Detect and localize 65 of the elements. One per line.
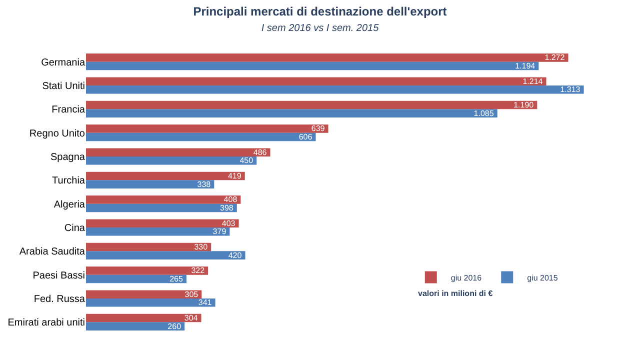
- data-label: 1.272: [544, 53, 566, 62]
- data-label: 1.190: [514, 100, 534, 110]
- bar: [86, 228, 230, 236]
- bar: [86, 124, 328, 133]
- annotation: valori in milioni di €: [418, 289, 494, 298]
- data-label: 450: [240, 156, 254, 166]
- data-label: 1.313: [560, 85, 581, 94]
- y-tick-label: Cina: [64, 223, 86, 234]
- y-tick-label: Paesi Bassi: [32, 270, 85, 282]
- bar: [86, 148, 270, 156]
- data-label: 379: [212, 227, 227, 236]
- bar: [86, 132, 316, 142]
- data-label: 1.214: [522, 76, 544, 86]
- bar: [86, 156, 257, 165]
- data-label: 1.085: [474, 108, 494, 118]
- bar: [86, 62, 539, 70]
- chart-title: Principali mercati di destinazione dell'export: [193, 4, 447, 18]
- legend-label: giu 2015: [527, 273, 558, 282]
- data-label: 338: [197, 180, 212, 189]
- bar: [86, 298, 216, 307]
- bar: [86, 109, 498, 118]
- bar: [86, 204, 237, 212]
- legend-label: giu 2016: [450, 273, 482, 282]
- bar: [86, 100, 538, 110]
- bar: [86, 322, 185, 330]
- data-label: 1.194: [515, 61, 536, 70]
- data-label: 305: [184, 290, 199, 299]
- data-label: 322: [191, 266, 206, 276]
- data-label: 341: [198, 298, 212, 308]
- bar: [86, 266, 208, 275]
- y-tick-label: Fed. Russa: [34, 294, 86, 305]
- data-label: 420: [228, 250, 242, 260]
- bar: [86, 196, 241, 204]
- bar: [86, 172, 245, 180]
- bar: [86, 251, 246, 260]
- bar: [86, 77, 546, 86]
- data-label: 486: [253, 148, 268, 157]
- y-tick-label: Arabia Saudita: [19, 246, 86, 258]
- data-label: 265: [170, 274, 184, 284]
- y-tick-label: Turchia: [52, 176, 86, 187]
- bar: [86, 290, 202, 298]
- data-label: 304: [184, 314, 198, 323]
- y-tick-label: Stati Uniti: [42, 81, 85, 92]
- bar: [86, 86, 584, 94]
- data-label: 639: [311, 124, 326, 134]
- data-label: 408: [224, 195, 238, 204]
- y-tick-label: Algeria: [54, 199, 86, 210]
- data-label: 403: [222, 218, 236, 228]
- bar: [86, 180, 214, 188]
- bar: [86, 242, 212, 252]
- bar: [86, 274, 186, 284]
- bar: [86, 219, 239, 228]
- bar: [86, 54, 568, 62]
- data-label: 606: [298, 132, 313, 142]
- y-tick-label: Francia: [52, 104, 86, 116]
- data-label: 330: [194, 242, 208, 252]
- y-tick-label: Spagna: [50, 152, 86, 163]
- data-label: 398: [220, 203, 234, 212]
- y-tick-label: Germania: [41, 57, 86, 68]
- data-label: 419: [228, 172, 242, 181]
- y-tick-label: Regno Unito: [29, 128, 86, 140]
- data-label: 260: [168, 322, 182, 331]
- bar: [86, 314, 202, 322]
- y-tick-label: Emirati arabi uniti: [8, 318, 85, 329]
- chart-subtitle: I sem 2016 vs I sem. 2015: [261, 22, 380, 34]
